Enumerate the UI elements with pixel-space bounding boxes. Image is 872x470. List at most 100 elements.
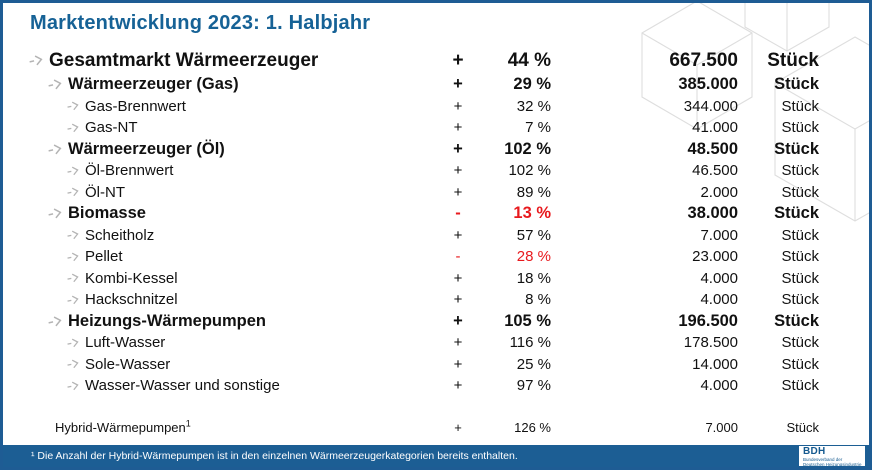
table-row: Sole-Wasser + 25 % 14.000 Stück: [3, 354, 869, 376]
row-percent: 57 %: [516, 226, 551, 244]
table-row: Luft-Wasser + 116 % 178.500 Stück: [3, 332, 869, 354]
table-row: Wasser-Wasser und sonstige + 97 % 4.000 …: [3, 375, 869, 397]
row-value: 46.500: [692, 162, 738, 180]
row-percent: 13 %: [513, 204, 551, 223]
row-unit: Stück: [767, 49, 819, 71]
row-sign: +: [453, 334, 463, 352]
row-value: 2.000: [700, 183, 738, 201]
bdh-logo-abbr: BDH: [803, 446, 826, 457]
row-unit: Stück: [781, 162, 819, 180]
table-row: Gesamtmarkt Wärmeerzeuger + 44 % 667.500…: [3, 47, 869, 74]
row-unit: Stück: [781, 248, 819, 266]
row-unit: Stück: [781, 97, 819, 115]
row-value: 4.000: [700, 377, 738, 395]
row-value: 7.000: [705, 419, 738, 435]
arrow-bullet-icon: [66, 165, 80, 177]
row-label: Gas-Brennwert: [85, 97, 186, 115]
row-label-cell: Hybrid-Wärmepumpen1: [3, 419, 443, 435]
row-percent: 102 %: [504, 139, 551, 158]
arrow-bullet-icon: [47, 207, 63, 221]
row-unit: Stück: [781, 119, 819, 137]
arrow-bullet-icon: [66, 229, 80, 241]
row-label-cell: Scheitholz: [3, 227, 443, 244]
page-title: Marktentwicklung 2023: 1. Halbjahr: [30, 12, 371, 34]
row-percent: 102 %: [508, 162, 551, 180]
row-unit: Stück: [781, 291, 819, 309]
row-sign: +: [453, 162, 463, 180]
arrow-bullet-icon: [66, 186, 80, 198]
table-row: Gas-NT + 7 % 41.000 Stück: [3, 117, 869, 139]
row-sign: +: [453, 97, 463, 115]
row-label: Wärmeerzeuger (Öl): [68, 139, 225, 158]
row-label: Pellet: [85, 248, 123, 266]
row-percent: 29 %: [513, 75, 551, 94]
bdh-logo: BDH Bundesverband der Deutschen Heizungs…: [799, 446, 865, 467]
row-label: Hackschnitzel: [85, 291, 178, 309]
row-unit: Stück: [774, 139, 819, 158]
row-value: 48.500: [687, 139, 738, 158]
row-sign: +: [453, 75, 463, 94]
row-sign: -: [455, 248, 461, 266]
row-value: 14.000: [692, 355, 738, 373]
arrow-bullet-icon: [66, 294, 80, 306]
row-label-cell: Gesamtmarkt Wärmeerzeuger: [3, 50, 443, 72]
row-value: 7.000: [700, 226, 738, 244]
row-percent: 116 %: [509, 334, 551, 352]
table-row: Biomasse - 13 % 38.000 Stück: [3, 203, 869, 225]
row-sign: +: [454, 419, 462, 435]
row-sign: +: [453, 269, 463, 287]
footnote-text: ¹ Die Anzahl der Hybrid-Wärmepumpen ist …: [31, 450, 518, 462]
row-label-cell: Wasser-Wasser und sonstige: [3, 377, 443, 394]
row-unit: Stück: [781, 355, 819, 373]
row-label: Öl-Brennwert: [85, 162, 174, 180]
table-row: Öl-Brennwert + 102 % 46.500 Stück: [3, 160, 869, 182]
row-sign: +: [453, 355, 463, 373]
footer-bar: ¹ Die Anzahl der Hybrid-Wärmepumpen ist …: [3, 445, 869, 467]
row-unit: Stück: [774, 311, 819, 330]
row-value: 385.000: [678, 75, 738, 94]
row-label-cell: Öl-Brennwert: [3, 162, 443, 179]
row-percent: 25 %: [516, 355, 551, 373]
row-unit: Stück: [774, 204, 819, 223]
market-table: Gesamtmarkt Wärmeerzeuger + 44 % 667.500…: [3, 47, 869, 397]
row-sign: +: [453, 377, 463, 395]
arrow-bullet-icon: [66, 337, 80, 349]
row-sign: +: [453, 183, 463, 201]
footnote-marker: 1: [185, 418, 191, 429]
row-label: Gesamtmarkt Wärmeerzeuger: [49, 49, 319, 71]
row-unit: Stück: [781, 269, 819, 287]
table-row: Wärmeerzeuger (Öl) + 102 % 48.500 Stück: [3, 139, 869, 161]
row-value: 196.500: [678, 311, 738, 330]
arrow-bullet-icon: [66, 380, 80, 392]
row-value: 667.500: [669, 49, 738, 71]
arrow-bullet-icon: [47, 314, 63, 328]
row-value: 41.000: [692, 119, 738, 137]
hybrid-row: Hybrid-Wärmepumpen1 + 126 % 7.000 Stück: [3, 417, 869, 437]
row-label: Kombi-Kessel: [85, 269, 178, 287]
row-label: Heizungs-Wärmepumpen: [68, 311, 267, 330]
row-unit: Stück: [781, 183, 819, 201]
table-row: Öl-NT + 89 % 2.000 Stück: [3, 182, 869, 204]
row-percent: 28 %: [516, 248, 551, 266]
row-sign: +: [453, 139, 463, 158]
row-value: 178.500: [683, 334, 738, 352]
row-percent: 44 %: [507, 49, 551, 71]
arrow-bullet-icon: [66, 272, 80, 284]
arrow-bullet-icon: [47, 142, 63, 156]
row-percent: 105 %: [504, 311, 551, 330]
arrow-bullet-icon: [28, 54, 44, 68]
table-row: Hackschnitzel + 8 % 4.000 Stück: [3, 289, 869, 311]
arrow-bullet-icon: [66, 358, 80, 370]
row-value: 344.000: [683, 97, 738, 115]
row-label-cell: Wärmeerzeuger (Öl): [3, 140, 443, 159]
row-sign: -: [455, 204, 461, 223]
row-label: Scheitholz: [85, 226, 155, 244]
table-row: Heizungs-Wärmepumpen + 105 % 196.500 Stü…: [3, 311, 869, 333]
row-sign: +: [452, 49, 464, 71]
arrow-bullet-icon: [66, 122, 80, 134]
row-sign: +: [453, 311, 463, 330]
row-label-cell: Wärmeerzeuger (Gas): [3, 75, 443, 94]
table-row: Kombi-Kessel + 18 % 4.000 Stück: [3, 268, 869, 290]
row-sign: +: [453, 226, 463, 244]
